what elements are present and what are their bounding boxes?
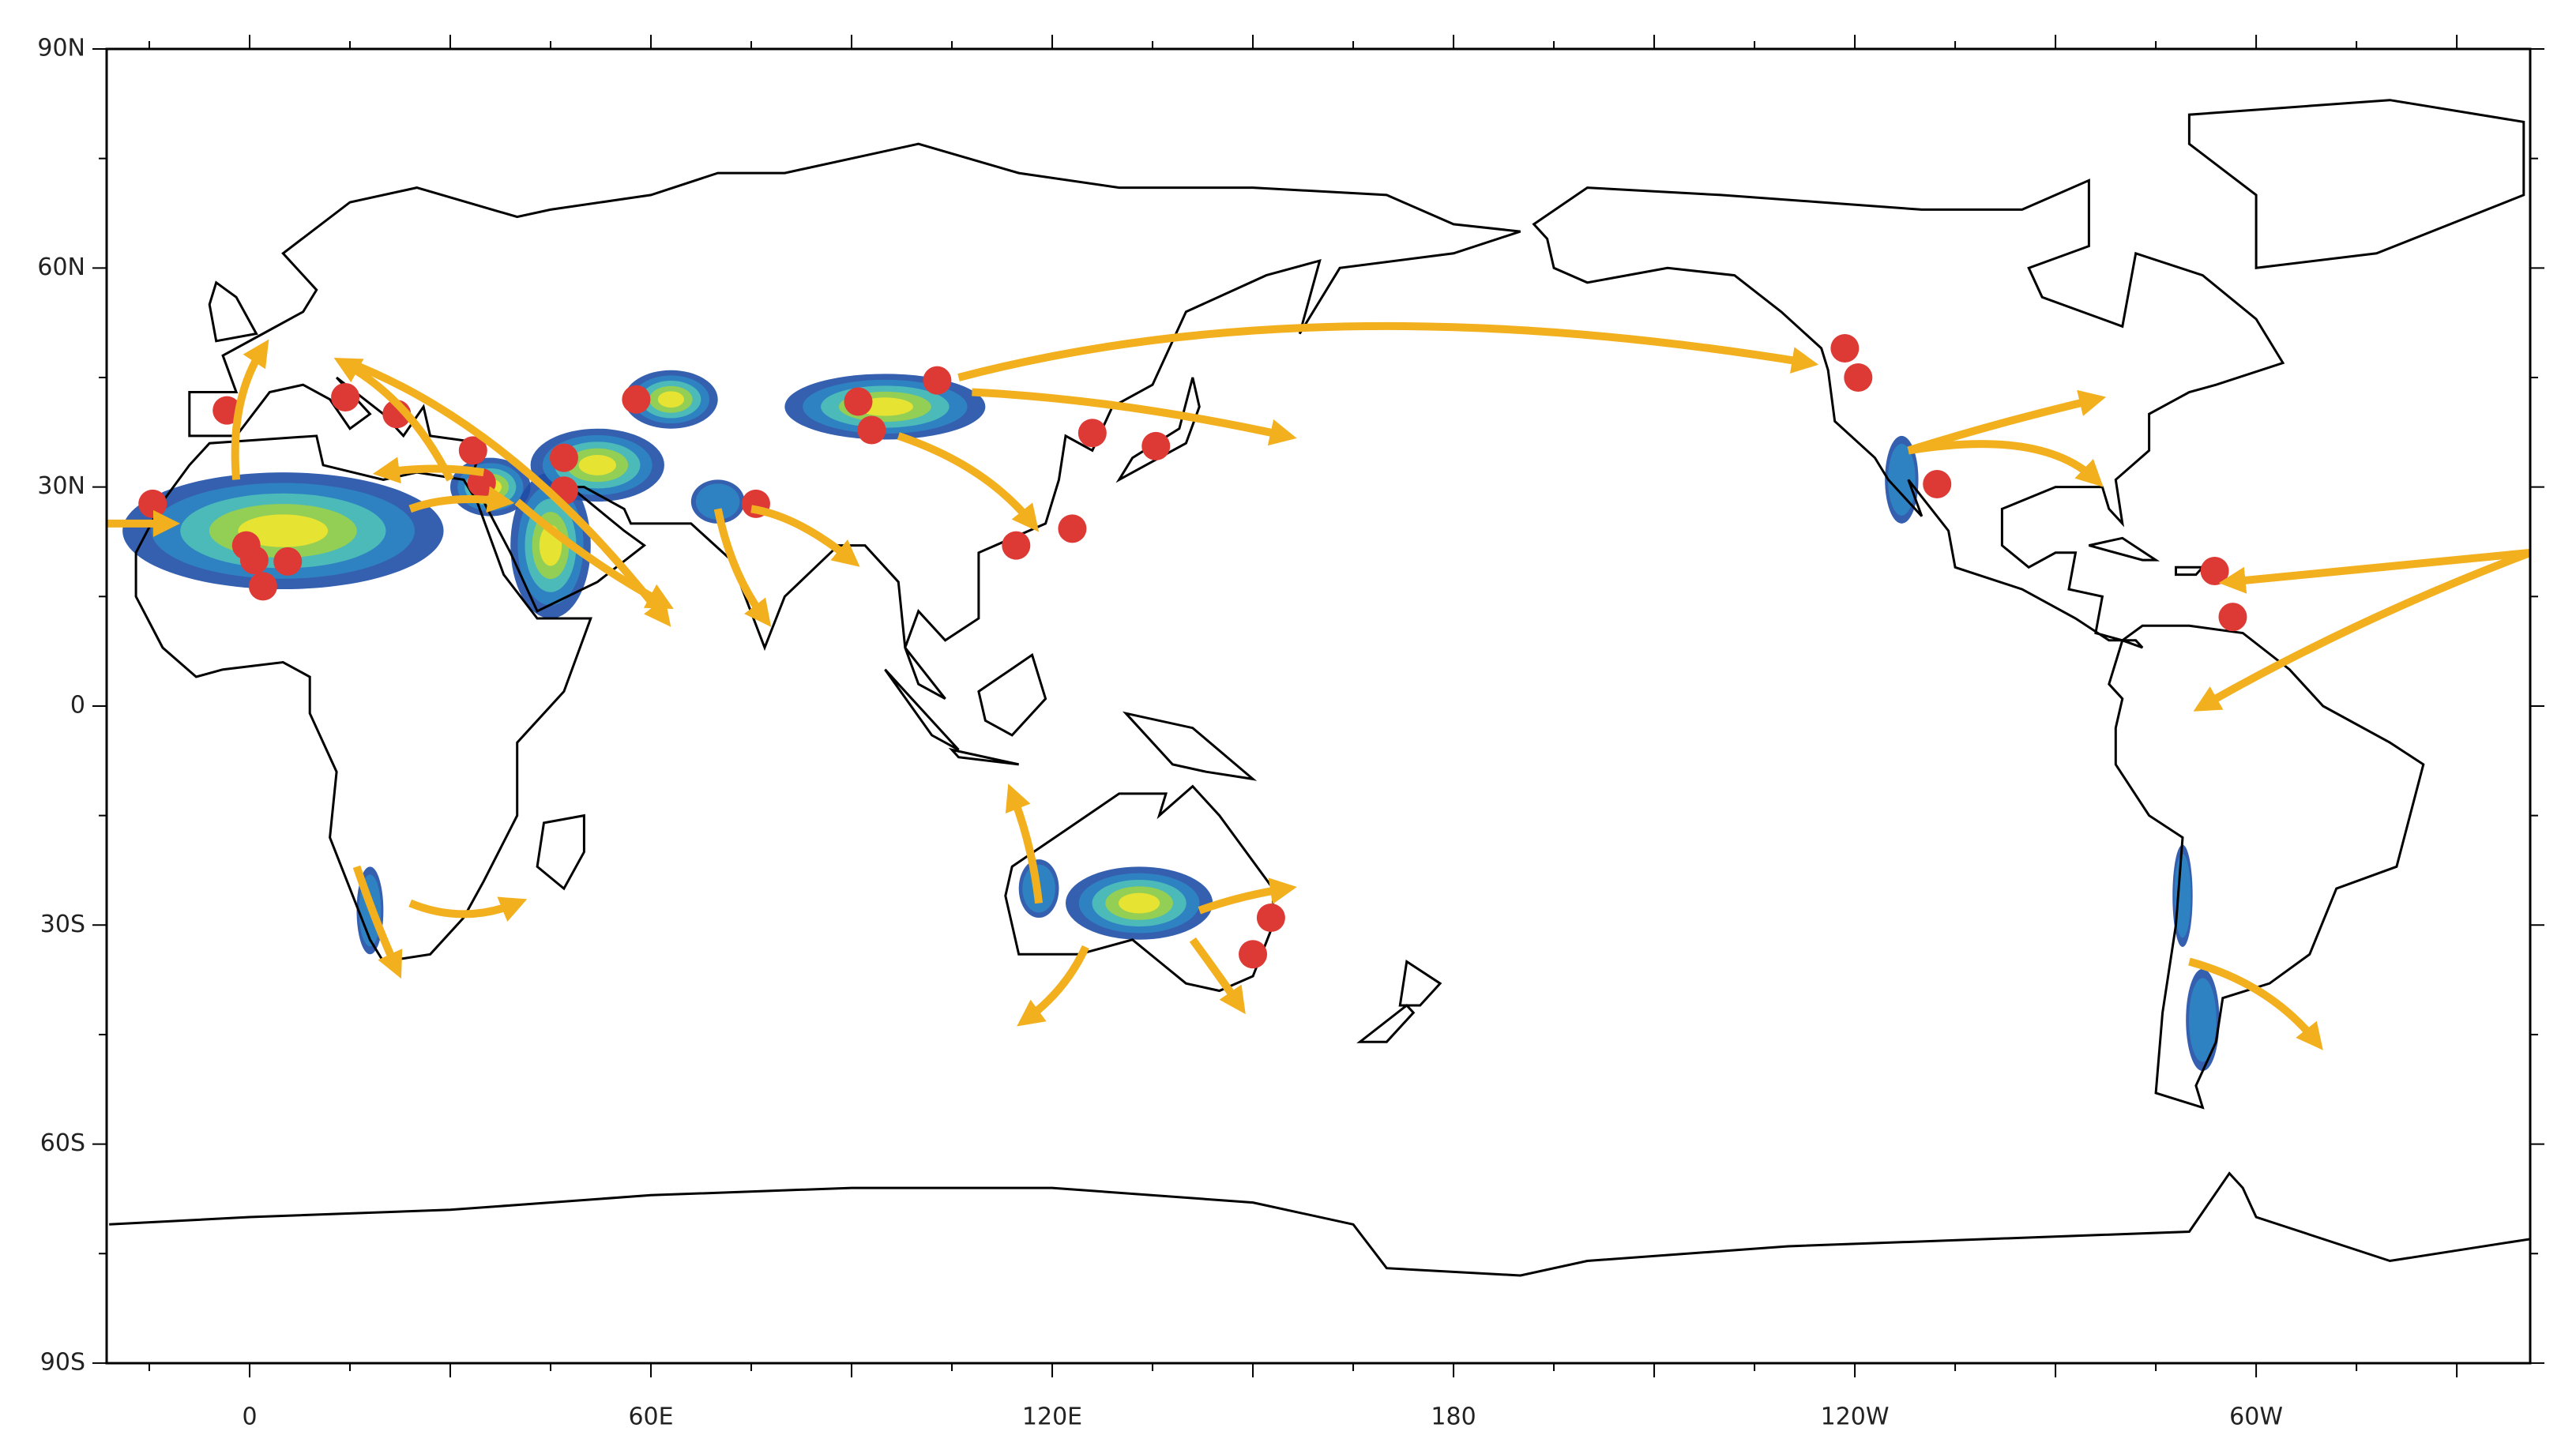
source-dot — [1141, 431, 1171, 460]
lon-label: 120W — [1821, 1403, 1890, 1431]
source-dot — [331, 382, 360, 411]
arrow — [1005, 783, 1044, 904]
lat-label: 60N — [37, 254, 85, 281]
source-dot — [1239, 940, 1268, 969]
coastline — [884, 668, 960, 751]
source-dot — [1923, 469, 1952, 498]
arrow — [408, 486, 515, 513]
coastline — [1398, 959, 1442, 1007]
source-dot — [844, 387, 873, 416]
arrow — [2218, 548, 2530, 594]
arrow — [333, 357, 454, 482]
dust-area — [1119, 892, 1160, 914]
arrow — [514, 498, 674, 610]
arrow — [352, 865, 403, 979]
coastline — [134, 434, 592, 964]
arrow — [897, 432, 1040, 532]
arrow — [372, 456, 485, 484]
lat-label: 90S — [40, 1348, 85, 1376]
lat-label: 60S — [40, 1129, 85, 1157]
arrow — [1017, 945, 1089, 1027]
arrow — [713, 508, 772, 627]
source-dot — [622, 385, 651, 414]
source-dot — [1058, 514, 1087, 543]
lon-label: 60W — [2229, 1403, 2283, 1431]
transport-arrows — [107, 321, 2530, 1050]
arrow — [231, 339, 269, 480]
axis-labels: 90N 60N 30N 0 30S 60S 90S 0 60E 120E 180 120W 60W — [37, 35, 2283, 1431]
source-dot — [2200, 556, 2229, 585]
coastline — [2089, 536, 2160, 562]
source-dot — [1002, 531, 1031, 560]
coastline — [2187, 99, 2525, 269]
lon-label: 180 — [1431, 1403, 1476, 1431]
coastline — [2175, 565, 2206, 577]
lat-label: 90N — [37, 35, 85, 62]
source-dot — [857, 415, 886, 445]
source-dot — [239, 546, 269, 575]
coastline — [977, 652, 1047, 737]
source-dot — [1256, 904, 1285, 933]
lon-label: 120E — [1022, 1403, 1082, 1431]
coastline — [536, 813, 585, 891]
coastline — [1356, 1003, 1416, 1043]
lon-label: 0 — [242, 1403, 257, 1431]
source-dot — [2218, 603, 2247, 632]
dust-area — [695, 483, 740, 520]
source-dot — [1830, 334, 1860, 363]
arrow — [1198, 877, 1297, 915]
arrow — [348, 359, 671, 627]
arrow — [2193, 549, 2530, 712]
lon-label: 60E — [628, 1403, 673, 1431]
lat-label: 0 — [70, 691, 85, 719]
arrow — [972, 388, 1297, 446]
source-dot — [549, 443, 578, 472]
source-dot — [923, 366, 952, 395]
dust-area — [2174, 854, 2191, 938]
lat-label: 30N — [37, 472, 85, 500]
arrow — [1908, 440, 2104, 487]
coastline — [208, 280, 258, 343]
dust-area — [2189, 978, 2217, 1062]
source-dot — [248, 572, 277, 601]
source-dot — [1844, 363, 1873, 392]
source-dot — [273, 547, 303, 576]
coastline — [1532, 178, 2285, 649]
ticks — [92, 35, 2544, 1377]
coastline — [2108, 624, 2425, 1110]
source-dot — [138, 489, 167, 518]
source-dot — [1077, 419, 1107, 448]
coastline — [109, 1171, 2530, 1277]
lat-label: 30S — [40, 911, 85, 938]
arrow — [408, 896, 528, 922]
arrow — [1189, 937, 1246, 1015]
source-dot — [458, 436, 487, 465]
coastline — [1122, 711, 1258, 781]
coastline — [948, 747, 1020, 766]
dust-area — [1887, 443, 1916, 516]
arrow — [750, 505, 860, 567]
arrow — [957, 321, 1819, 381]
dust-area — [578, 454, 616, 475]
dust-area — [238, 514, 329, 547]
dust-area — [657, 391, 685, 408]
arrow — [2188, 957, 2323, 1050]
